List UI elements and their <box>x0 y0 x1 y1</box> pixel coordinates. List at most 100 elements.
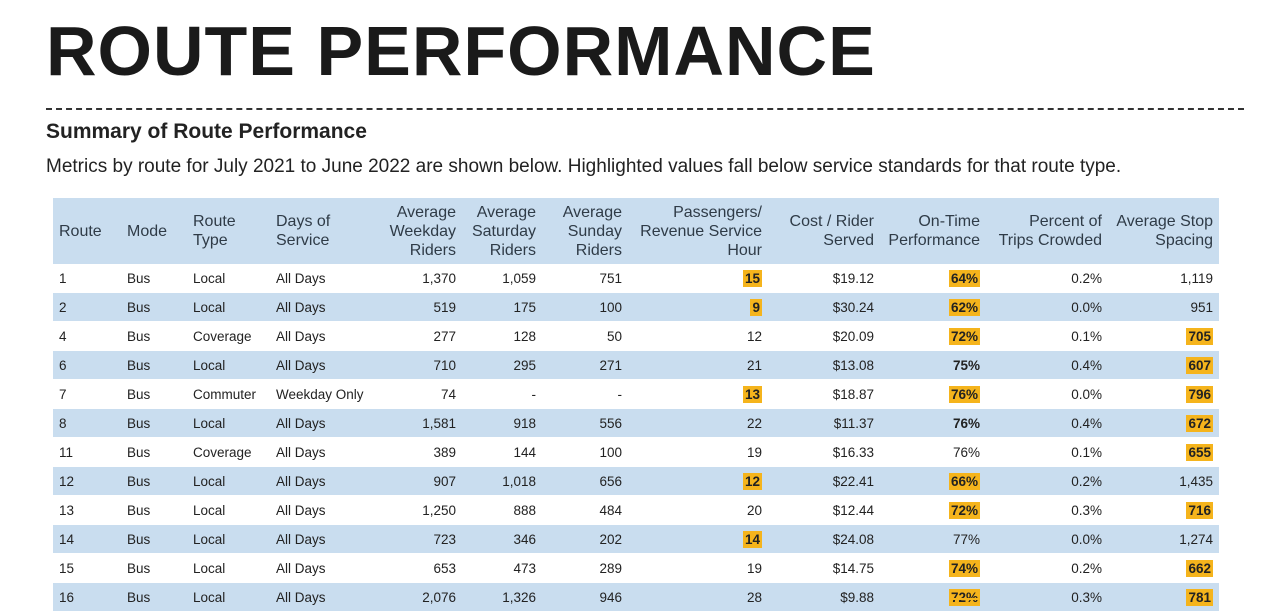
cell-sunday: 202 <box>542 524 628 554</box>
cell-weekday: 389 <box>370 437 462 467</box>
cell-mode: Bus <box>121 292 187 322</box>
cell-ontime: 76% <box>880 408 986 438</box>
cell-route: 11 <box>53 437 121 467</box>
cell-value: 16 <box>59 589 75 605</box>
cell-value: 8 <box>59 415 67 431</box>
cell-value: 76% <box>952 444 980 460</box>
cell-prh: 9 <box>628 292 768 322</box>
header-weekday-riders: Average Weekday Riders <box>370 198 462 264</box>
cell-sunday: 50 <box>542 321 628 351</box>
cell-value: 7 <box>59 386 67 402</box>
cell-days: All Days <box>270 524 370 554</box>
header-passengers-per-hour: Passengers/ Revenue Service Hour <box>628 198 768 264</box>
cell-cost: $19.12 <box>768 264 880 293</box>
cell-prh: 19 <box>628 437 768 467</box>
cell-value: All Days <box>276 415 326 431</box>
cell-saturday: 128 <box>462 321 542 351</box>
cell-mode: Bus <box>121 408 187 438</box>
cell-value: 1,326 <box>502 589 536 605</box>
cell-value: $24.08 <box>832 531 874 547</box>
table-row: 7 Bus Commuter Weekday Only 74 - - 13 $18.87 76% 0… <box>53 379 1219 409</box>
cell-saturday: 473 <box>462 553 542 583</box>
cell-spacing: 607 <box>1108 350 1219 380</box>
cell-value: 2 <box>59 299 67 315</box>
cell-weekday: 277 <box>370 321 462 351</box>
cell-saturday: 295 <box>462 350 542 380</box>
cell-value: All Days <box>276 531 326 547</box>
cell-route: 6 <box>53 350 121 380</box>
header-saturday-riders: Average Saturday Riders <box>462 198 542 264</box>
cell-crowded: 0.1% <box>986 437 1108 467</box>
cell-value: 175 <box>513 299 536 315</box>
cell-value: 918 <box>513 415 536 431</box>
cell-value: $11.37 <box>833 415 874 431</box>
cell-value: 72% <box>948 501 980 519</box>
cell-value: Bus <box>127 473 151 489</box>
cell-sunday: 271 <box>542 350 628 380</box>
cell-saturday: 888 <box>462 495 542 525</box>
cell-sunday: 100 <box>542 292 628 322</box>
cell-value: 0.3% <box>1071 502 1102 518</box>
cell-spacing: 796 <box>1108 379 1219 409</box>
cell-value: 62% <box>948 298 980 316</box>
cell-prh: 22 <box>628 408 768 438</box>
cell-value: 907 <box>433 473 456 489</box>
cell-value: - <box>617 386 623 402</box>
cell-saturday: 918 <box>462 408 542 438</box>
cell-value: 74 <box>440 386 456 402</box>
cell-value: Local <box>193 502 226 518</box>
cell-value: 484 <box>599 502 622 518</box>
cell-value: 13 <box>742 385 762 403</box>
header-percent-crowded: Percent of Trips Crowded <box>986 198 1108 264</box>
cell-spacing: 716 <box>1108 495 1219 525</box>
cell-ontime: 72% <box>880 321 986 351</box>
header-mode: Mode <box>121 198 187 264</box>
cell-value: 473 <box>513 560 536 576</box>
cell-days: All Days <box>270 495 370 525</box>
cell-value: 662 <box>1186 559 1213 577</box>
cell-value: 6 <box>59 357 67 373</box>
cell-value: 72% <box>948 588 980 606</box>
cell-type: Coverage <box>187 437 270 467</box>
cell-mode: Bus <box>121 495 187 525</box>
cell-days: All Days <box>270 321 370 351</box>
cell-value: 13 <box>59 502 75 518</box>
cell-value: 76% <box>952 415 980 431</box>
cell-cost: $22.41 <box>768 466 880 496</box>
cell-saturday: 175 <box>462 292 542 322</box>
cell-value: 1,119 <box>1180 270 1213 286</box>
cell-value: 277 <box>433 328 456 344</box>
table-row: 6 Bus Local All Days 710 295 271 21 $13.08 75% 0.4… <box>53 350 1219 380</box>
cell-crowded: 0.1% <box>986 321 1108 351</box>
cell-spacing: 951 <box>1108 292 1219 322</box>
cell-value: 22 <box>746 415 762 431</box>
cell-prh: 15 <box>628 264 768 293</box>
cell-type: Local <box>187 495 270 525</box>
cell-value: 50 <box>606 328 622 344</box>
cell-value: Bus <box>127 589 151 605</box>
cell-value: Local <box>193 270 226 286</box>
cell-value: 672 <box>1186 414 1213 432</box>
cell-value: 1,274 <box>1179 531 1213 547</box>
cell-saturday: - <box>462 379 542 409</box>
cell-value: Commuter <box>193 386 257 402</box>
table-row: 2 Bus Local All Days 519 175 100 9 $30.24 62% 0.0%… <box>53 292 1219 322</box>
cell-value: 74% <box>948 559 980 577</box>
cell-saturday: 1,059 <box>462 264 542 293</box>
cell-spacing: 781 <box>1108 582 1219 612</box>
cell-cost: $9.88 <box>768 582 880 612</box>
cell-crowded: 0.2% <box>986 553 1108 583</box>
cell-crowded: 0.0% <box>986 524 1108 554</box>
cell-cost: $14.75 <box>768 553 880 583</box>
cell-sunday: 484 <box>542 495 628 525</box>
cell-value: All Days <box>276 270 326 286</box>
cell-spacing: 662 <box>1108 553 1219 583</box>
header-days-of-service: Days of Service <box>270 198 370 264</box>
cell-type: Coverage <box>187 321 270 351</box>
header-cost-per-rider: Cost / Rider Served <box>768 198 880 264</box>
cell-value: $30.24 <box>832 299 874 315</box>
header-stop-spacing: Average Stop Spacing <box>1108 198 1219 264</box>
cell-value: 1 <box>59 270 67 286</box>
cell-saturday: 346 <box>462 524 542 554</box>
cell-prh: 12 <box>628 466 768 496</box>
